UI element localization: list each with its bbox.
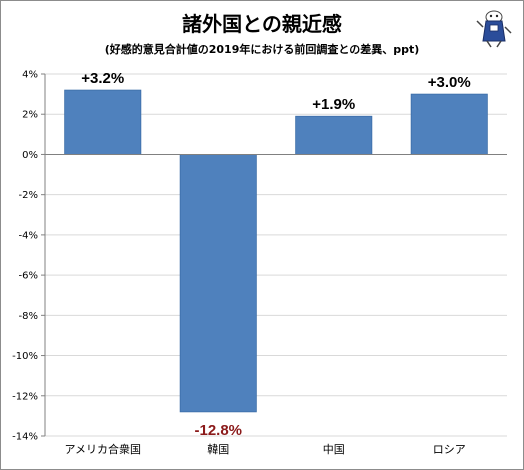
data-label: +1.9% bbox=[312, 96, 355, 113]
character-mascot-icon bbox=[476, 10, 512, 48]
bar-1 bbox=[179, 154, 257, 413]
chart-title: 諸外国との親近感 bbox=[182, 12, 342, 36]
chart-subtitle: (好感的意見合計値の2019年における前回調査との差異、ppt) bbox=[105, 42, 420, 56]
y-tick-label: -14% bbox=[12, 432, 38, 443]
bar-2 bbox=[295, 115, 373, 155]
data-label: +3.0% bbox=[428, 74, 471, 91]
y-tick-label: 4% bbox=[22, 70, 38, 81]
bar-0 bbox=[64, 89, 142, 155]
y-tick-label: -10% bbox=[12, 351, 38, 362]
category-label: 中国 bbox=[323, 443, 345, 456]
category-label: 韓国 bbox=[207, 443, 229, 456]
y-tick-label: 2% bbox=[22, 110, 38, 121]
data-label: -12.8% bbox=[194, 422, 242, 439]
y-tick-label: -4% bbox=[19, 230, 38, 241]
data-label: +3.2% bbox=[81, 70, 124, 87]
y-tick-label: -2% bbox=[19, 190, 38, 201]
bar-3 bbox=[410, 93, 488, 155]
y-tick-label: 0% bbox=[22, 150, 38, 161]
y-tick-label: -12% bbox=[12, 391, 38, 402]
y-tick-label: -8% bbox=[19, 311, 38, 322]
y-tick-label: -6% bbox=[19, 271, 38, 282]
category-label: アメリカ合衆国 bbox=[65, 442, 141, 456]
category-label: ロシア bbox=[433, 443, 466, 456]
